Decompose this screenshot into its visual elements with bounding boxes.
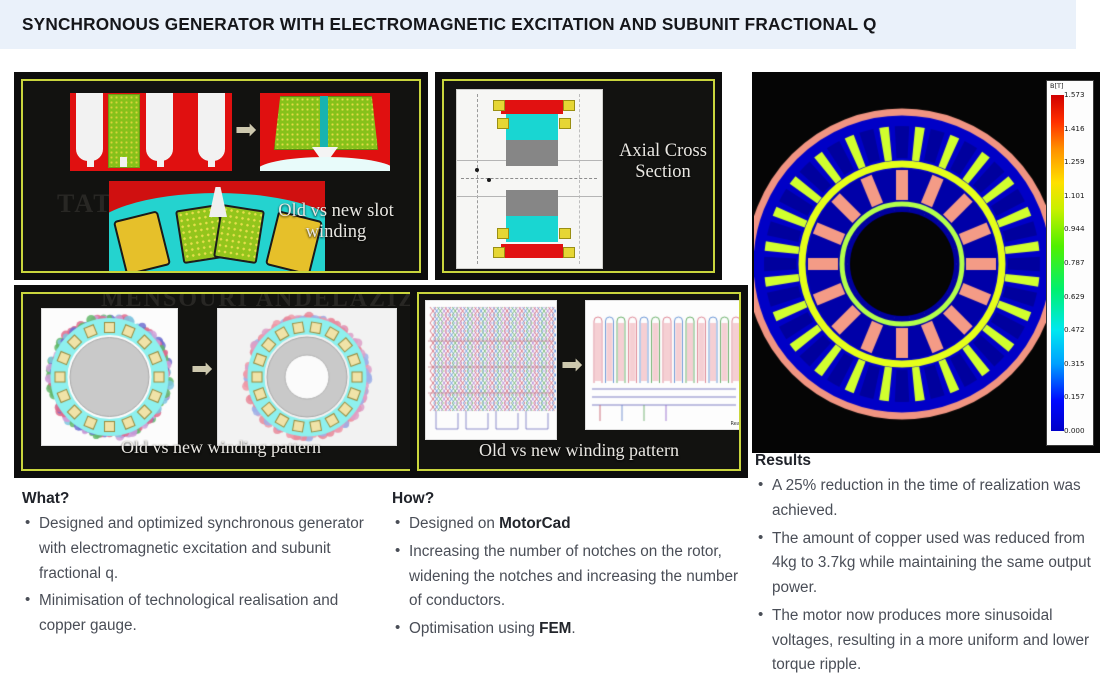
new-winding-diagram: Rear [585,300,741,430]
column-how: How? Designed on MotorCad Increasing the … [392,490,747,645]
slide-root: SYNCHRONOUS GENERATOR WITH ELECTROMAGNET… [0,0,1100,700]
column-results-heading: Results [755,452,1100,470]
panel-winding-pattern-diagram: ➡ Rear Old vs new winding pattern [410,285,748,478]
panel-winding-cross-caption: Old vs new winding pattern [23,437,419,458]
panel-winding-pattern-cross: MENSOURI ANDELAZIZ ➡ Old vs new winding … [14,285,428,478]
list-item: A 25% reduction in the time of realizati… [755,474,1100,524]
column-how-heading: How? [392,490,747,508]
panel-axial-cross-section: Axial Cross Section [435,72,722,280]
colorbar-tick: 1.573 [1064,90,1085,99]
colorbar-tick: 1.101 [1064,191,1085,200]
list-item: Minimisation of technological realisatio… [22,589,372,639]
column-what-list: Designed and optimized synchronous gener… [22,512,372,639]
new-slot-figure [260,93,390,171]
colorbar-tick: 0.157 [1064,392,1085,401]
fem-flux-density-panel: B[T] 1.573 1.416 1.259 1.101 0.944 0.787 0.629… [752,72,1100,453]
list-item: The motor now produces more sinusoidal v… [755,604,1100,678]
column-what-heading: What? [22,490,372,508]
list-item: Designed on MotorCad [392,512,747,537]
panel-winding-cross-inner: MENSOURI ANDELAZIZ ➡ Old vs new winding … [21,292,421,471]
panel-winding-diagram-caption: Old vs new winding pattern [419,440,739,461]
panel-axial-inner: Axial Cross Section [442,79,715,273]
axial-drawing [456,89,603,269]
list-item: Designed and optimized synchronous gener… [22,512,372,586]
column-results: Results A 25% reduction in the time of r… [755,452,1100,681]
arrow-right-icon-2: ➡ [191,356,213,382]
panel-slot-winding-caption: Old vs new slot winding [251,201,421,244]
list-item: Optimisation using FEM. [392,617,747,642]
fem-colorbar: B[T] 1.573 1.416 1.259 1.101 0.944 0.787 0.629… [1046,80,1094,446]
colorbar-tick: 1.259 [1064,157,1085,166]
old-winding-cross-figure [41,308,178,446]
list-item: The amount of copper used was reduced fr… [755,527,1100,601]
old-slot-figure [70,93,232,171]
colorbar-tick: 0.315 [1064,359,1085,368]
old-winding-diagram [425,300,557,440]
colorbar-tick: 0.472 [1064,325,1085,334]
panel-axial-caption: Axial Cross Section [604,141,715,184]
colorbar-tick: 1.416 [1064,124,1085,133]
panel-slot-winding-inner: TATA III CONEC ➡ Old vs new slot wi [21,79,421,273]
column-what: What? Designed and optimized synchronous… [22,490,372,642]
colorbar-gradient [1051,95,1064,431]
column-results-list: A 25% reduction in the time of realizati… [755,474,1100,678]
colorbar-title: B[T] [1050,82,1064,90]
arrow-right-icon-3: ➡ [561,352,583,378]
list-item: Increasing the number of notches on the … [392,540,747,614]
page-title: SYNCHRONOUS GENERATOR WITH ELECTROMAGNET… [22,14,877,35]
arrow-right-icon: ➡ [235,117,257,143]
colorbar-tick: 0.787 [1064,258,1085,267]
new-winding-cross-figure [217,308,397,446]
panel-slot-winding: TATA III CONEC ➡ Old vs new slot wi [14,72,428,280]
colorbar-tick: 0.629 [1064,292,1085,301]
panel-winding-diagram-inner: ➡ Rear Old vs new winding pattern [417,292,741,471]
column-how-list: Designed on MotorCad Increasing the numbe… [392,512,747,642]
colorbar-tick: 0.000 [1064,426,1085,435]
colorbar-tick: 0.944 [1064,224,1085,233]
rear-label: Rear [731,421,741,427]
